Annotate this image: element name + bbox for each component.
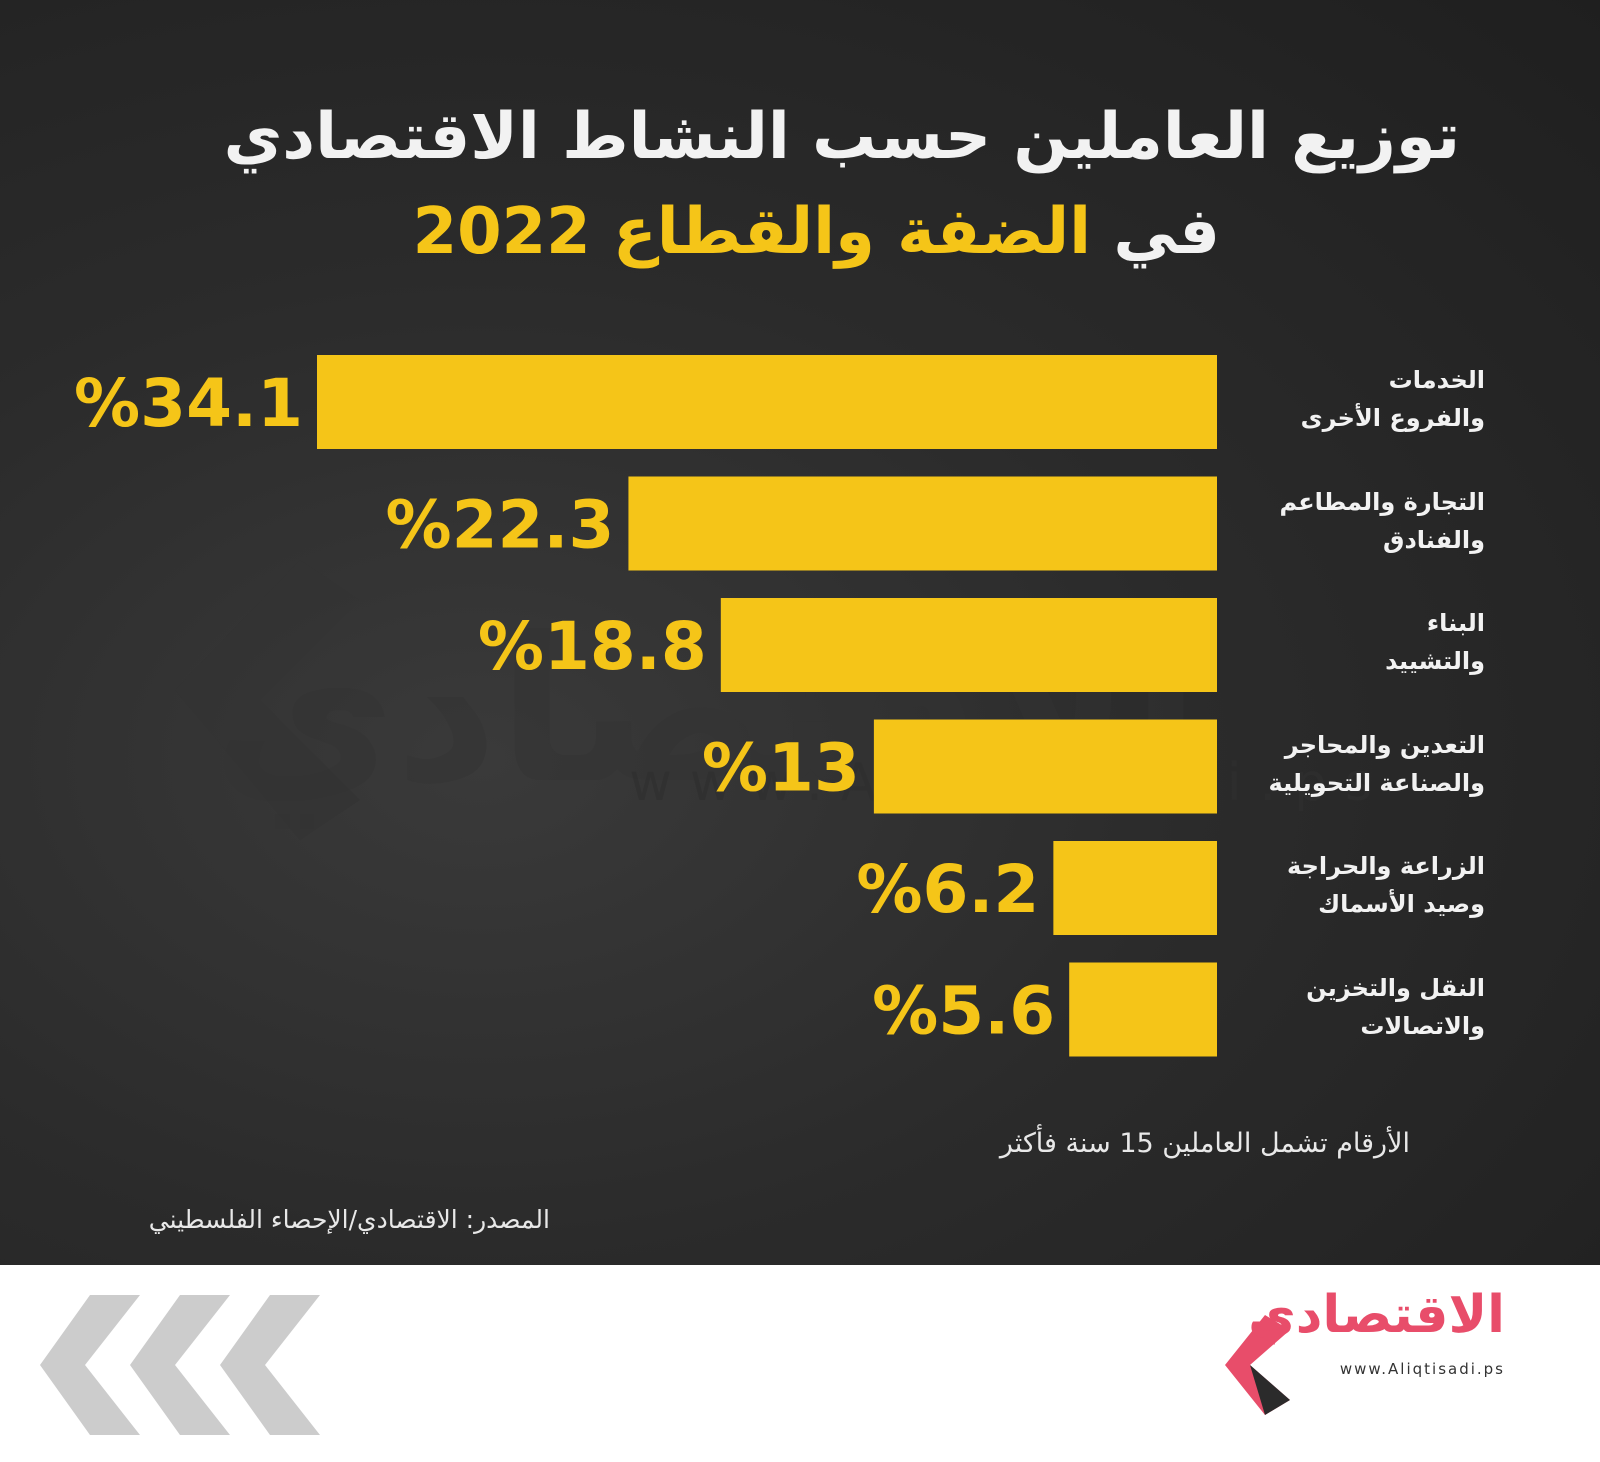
category-label-4: الزراعة والحراجة وصيد الأسماك [1155, 847, 1485, 923]
logo-text: الاقتصادي [1248, 1285, 1505, 1345]
category-label-0: الخدمات والفروع الأخرى [1155, 361, 1485, 437]
category-label-line: الخدمات [1388, 366, 1485, 394]
value-label-3: %13 [702, 730, 860, 807]
bar-3 [873, 719, 1217, 814]
value-label-2: %18.8 [478, 608, 707, 685]
chart-subtitle: في الضفة والقطاع 2022 [220, 195, 1220, 269]
category-label-line: وصيد الأسماك [1318, 890, 1485, 918]
chevrons-decoration [40, 1295, 320, 1435]
subtitle-highlight: الضفة والقطاع 2022 [412, 195, 1092, 269]
category-label-line: والفروع الأخرى [1300, 404, 1485, 432]
category-label-line: والصناعة التحويلية [1268, 768, 1485, 797]
value-label-0: %34.1 [74, 365, 303, 442]
logo-mark-icon [1225, 1315, 1290, 1415]
bar-2 [720, 598, 1217, 692]
value-label-5: %5.6 [872, 973, 1055, 1050]
source-text: المصدر: الاقتصادي/الإحصاء الفلسطيني [148, 1205, 550, 1234]
bar-4 [1053, 841, 1217, 935]
category-label-line: والاتصالات [1360, 1011, 1485, 1040]
bar-0 [317, 355, 1217, 449]
bar-1 [628, 476, 1217, 571]
category-label-line: والتشييد [1385, 647, 1485, 675]
subtitle-prefix: في [1113, 195, 1220, 269]
value-label-4: %6.2 [856, 851, 1039, 928]
category-label-3: التعدين والمحاجر والصناعة التحويلية [1155, 726, 1485, 802]
category-label-line: التجارة والمطاعم [1279, 487, 1485, 516]
category-label-line: التعدين والمحاجر [1284, 730, 1485, 759]
bar-chart: %34.1 %22.3 %18.8 %13 %6.2 %5.6 [74, 355, 1217, 1057]
logo-url: www.Aliqtisadi.ps [1339, 1360, 1505, 1378]
category-label-5: النقل والتخزين والاتصالات [1155, 969, 1485, 1045]
category-label-2: البناء والتشييد [1155, 604, 1485, 680]
category-label-1: التجارة والمطاعم والفنادق [1155, 483, 1485, 559]
infographic-poster: الاقتصادي www.Aliqtisadi.ps توزيع العامل… [0, 0, 1600, 1265]
category-label-line: النقل والتخزين [1306, 973, 1485, 1002]
bar-5 [1069, 962, 1217, 1057]
value-label-1: %22.3 [385, 487, 614, 564]
category-label-line: البناء [1426, 609, 1485, 637]
category-label-line: والفنادق [1382, 525, 1485, 554]
chart-title: توزيع العاملين حسب النشاط الاقتصادي [223, 100, 1460, 174]
category-label-line: الزراعة والحراجة [1287, 852, 1485, 880]
footer-bar: الاقتصادي www.Aliqtisadi.ps [0, 1265, 1600, 1462]
footnote: الأرقام تشمل العاملين 15 سنة فأكثر [999, 1128, 1410, 1159]
